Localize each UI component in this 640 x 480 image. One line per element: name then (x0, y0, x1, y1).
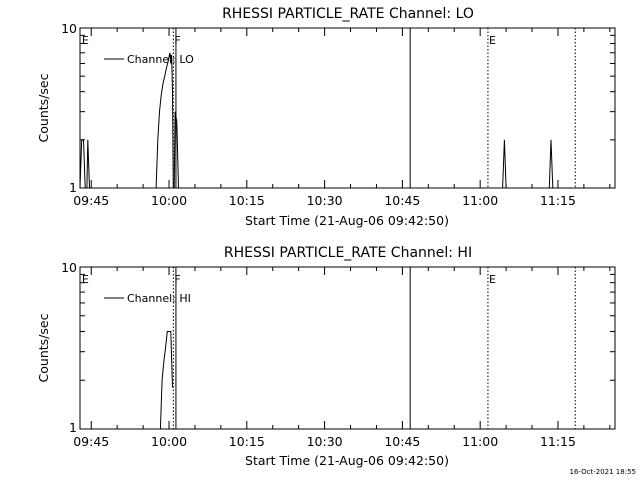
x-axis-label: Start Time (21-Aug-06 09:42:50) (245, 213, 449, 228)
plot-frame (79, 266, 616, 430)
x-tick-label: 11:00 (462, 434, 498, 449)
panel-title: RHESSI PARTICLE_RATE Channel: HI (224, 245, 472, 261)
x-tick-label: 09:45 (73, 193, 109, 208)
series-line (79, 139, 86, 189)
panel-title: RHESSI PARTICLE_RATE Channel: LO (222, 6, 474, 22)
series-line (155, 52, 174, 189)
y-axis-label: Counts/sec (36, 73, 51, 142)
x-tick-label: 10:15 (229, 434, 265, 449)
series-hi (159, 331, 173, 430)
plot-frame (79, 27, 616, 189)
legend-label: Channel: LO (127, 53, 194, 66)
x-tick-label: 10:00 (151, 193, 187, 208)
marker-label: E (82, 34, 89, 47)
x-tick-label: 10:15 (229, 193, 265, 208)
x-tick-label: 11:15 (540, 434, 576, 449)
series-line (502, 139, 507, 189)
x-ticks: 09:45 10:00 10:15 10:30 10:45 11:00 11:15 (73, 28, 615, 208)
series-lo (79, 52, 554, 189)
y-tick-label-top: 10 (61, 260, 77, 275)
x-tick-label: 10:45 (384, 193, 420, 208)
series-line (86, 139, 90, 189)
x-tick-label: 10:00 (151, 434, 187, 449)
panel-hi: RHESSI PARTICLE_RATE Channel: HI Counts/… (36, 245, 616, 468)
y-axis-label: Counts/sec (36, 313, 51, 382)
series-line (548, 139, 554, 189)
x-tick-label: 11:00 (462, 193, 498, 208)
y-tick-label-bottom: 1 (69, 420, 77, 435)
panel-lo: RHESSI PARTICLE_RATE Channel: LO Counts/… (36, 6, 616, 228)
y-tick-label-top: 10 (61, 21, 77, 36)
x-tick-label: 10:30 (307, 193, 343, 208)
legend-label: Channel: HI (127, 292, 191, 305)
series-line (173, 111, 179, 189)
marker-label: F (174, 273, 180, 286)
x-axis-label: Start Time (21-Aug-06 09:42:50) (245, 453, 449, 468)
x-ticks: 09:45 10:00 10:15 10:30 10:45 11:00 11:15 (73, 267, 615, 449)
x-tick-label: 09:45 (73, 434, 109, 449)
generated-timestamp: 16-Oct-2021 18:55 (570, 468, 636, 476)
marker-label: F (174, 34, 180, 47)
marker-label: E (82, 273, 89, 286)
x-tick-label: 10:45 (384, 434, 420, 449)
series-line (159, 331, 173, 430)
marker-label: E (489, 34, 496, 47)
x-tick-label: 11:15 (540, 193, 576, 208)
y-tick-label-bottom: 1 (69, 180, 77, 195)
x-tick-label: 10:30 (307, 434, 343, 449)
marker-label: E (489, 273, 496, 286)
